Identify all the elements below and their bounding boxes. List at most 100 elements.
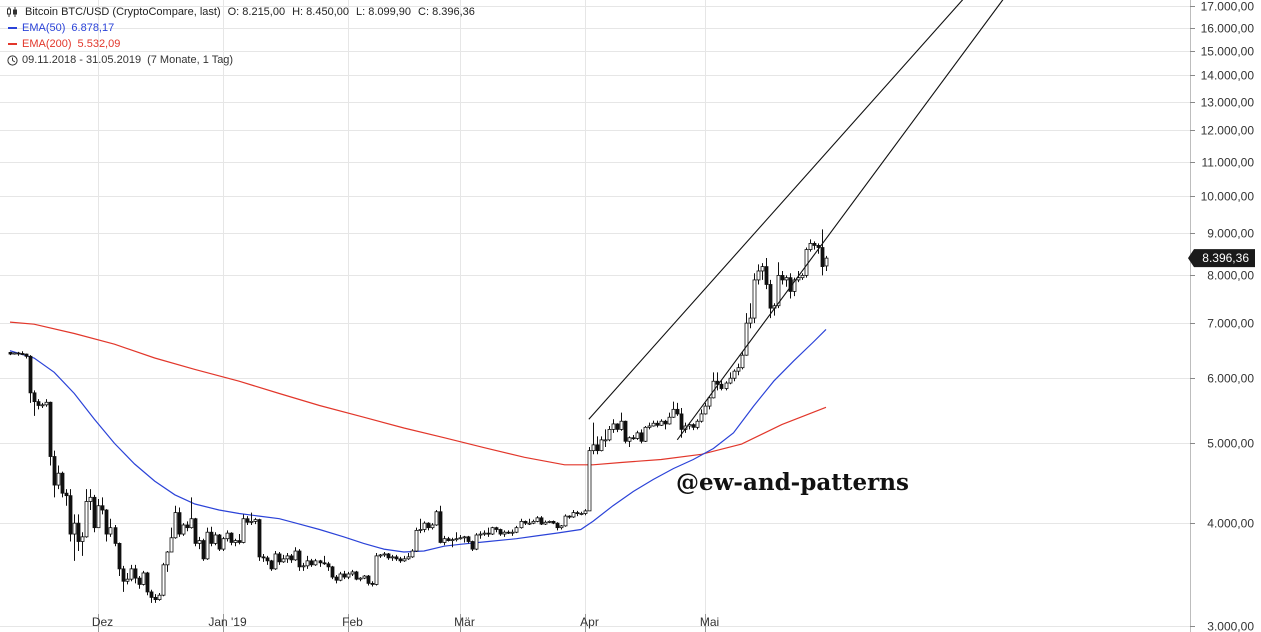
- candle-body: [454, 538, 459, 541]
- candle-body: [531, 520, 536, 524]
- candle: [631, 434, 636, 440]
- y-tick-label: 15.000,00: [1201, 45, 1255, 59]
- candle-body: [318, 560, 323, 564]
- candle: [611, 419, 616, 433]
- candle: [374, 552, 379, 586]
- candle: [193, 517, 198, 547]
- candle-body: [410, 550, 415, 558]
- legend-range-span: (7 Monate, 1 Tag): [147, 54, 234, 66]
- candle-body: [145, 572, 150, 593]
- candle-body: [756, 270, 761, 281]
- candle: [724, 381, 729, 391]
- legend-ema50-row[interactable]: EMA(50) 6.878,17: [6, 20, 482, 36]
- legend-close: C: 8.396,36: [418, 6, 475, 18]
- candlestick-series: [8, 229, 829, 603]
- candle: [454, 532, 459, 542]
- candle-body: [728, 377, 733, 384]
- candle: [209, 526, 214, 547]
- trendline-channel[interactable]: [588, 0, 1004, 441]
- candle: [169, 527, 174, 553]
- candle-body: [651, 422, 656, 427]
- candle: [12, 352, 17, 355]
- candle: [52, 450, 57, 498]
- candle: [563, 514, 568, 527]
- candle-body: [563, 515, 568, 527]
- candle: [398, 556, 403, 563]
- candle-body: [695, 420, 700, 428]
- candle: [768, 279, 773, 319]
- candle: [732, 369, 737, 382]
- candle-body: [253, 519, 258, 522]
- last-price-badge: [1188, 249, 1255, 268]
- candle-body: [64, 492, 69, 497]
- candle-body: [804, 249, 809, 276]
- candle-body: [229, 532, 234, 543]
- candle-body: [643, 426, 648, 442]
- candle: [237, 534, 242, 545]
- candle: [780, 270, 785, 285]
- legend-title: Bitcoin BTC/USD (CryptoCompare, last): [25, 6, 221, 18]
- candle-body: [800, 275, 805, 279]
- candle: [519, 518, 524, 529]
- candle: [289, 553, 294, 563]
- candle-body: [362, 575, 367, 579]
- x-tick-label: Mär: [454, 615, 475, 629]
- candle: [406, 552, 411, 560]
- candle: [470, 540, 475, 552]
- candle: [531, 519, 536, 525]
- legend-ema200-row[interactable]: EMA(200) 5.532,09: [6, 36, 482, 52]
- candle-body: [265, 557, 270, 562]
- candle-body: [671, 408, 676, 418]
- candle-body: [394, 556, 399, 560]
- x-tick-label: Feb: [342, 615, 363, 629]
- candle: [297, 549, 302, 571]
- candle: [643, 425, 648, 442]
- candlestick-chart-icon[interactable]: [6, 7, 18, 17]
- candle: [145, 571, 150, 596]
- candle-body: [80, 536, 85, 542]
- candle-body: [631, 437, 636, 440]
- candle-body: [744, 322, 749, 356]
- candle: [760, 263, 765, 280]
- candle-body: [28, 355, 33, 394]
- candle-body: [599, 439, 604, 452]
- candle-body: [374, 555, 379, 585]
- candle-body: [56, 472, 61, 486]
- candle: [498, 528, 503, 536]
- legend-ema50-value: 6.878,17: [71, 22, 115, 34]
- candle-body: [249, 520, 254, 523]
- candle: [490, 526, 495, 535]
- candle: [691, 423, 696, 431]
- candle-body: [189, 518, 194, 529]
- candle-body: [52, 456, 57, 486]
- candle-body: [438, 511, 443, 543]
- candle: [812, 241, 817, 250]
- candle: [422, 521, 427, 533]
- candle: [24, 353, 29, 359]
- legend-ema200-label: EMA(200): [22, 38, 72, 50]
- candle-body: [245, 518, 250, 523]
- candle-body: [257, 519, 262, 558]
- candle: [257, 518, 262, 561]
- candle: [478, 531, 483, 539]
- candle: [784, 275, 789, 287]
- candle: [309, 558, 314, 567]
- candle-body: [498, 529, 503, 535]
- x-tick-label: Dez: [92, 615, 113, 629]
- candle-body: [293, 550, 298, 561]
- candle: [366, 575, 371, 586]
- candle: [16, 351, 21, 356]
- candle-body: [494, 527, 499, 530]
- candle-body: [24, 353, 29, 357]
- candle-body: [740, 354, 745, 369]
- candle: [108, 518, 113, 537]
- candle-body: [153, 596, 158, 600]
- candle-body: [309, 560, 314, 566]
- candle-body: [313, 560, 318, 566]
- candle-body: [635, 432, 640, 439]
- candle-body: [217, 534, 222, 550]
- candle: [386, 552, 391, 560]
- legend-high: H: 8.450,00: [292, 6, 349, 18]
- candle: [205, 527, 210, 560]
